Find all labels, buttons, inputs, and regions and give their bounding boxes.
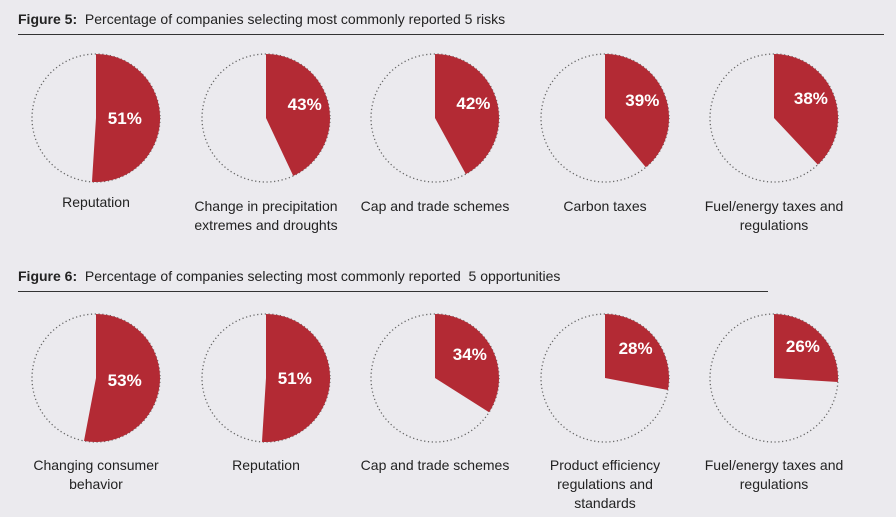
pie-slice [605, 54, 670, 168]
pie-slice [261, 314, 331, 442]
figure6-rule [18, 291, 768, 292]
figure5-title: Figure 5: Percentage of companies select… [18, 11, 505, 27]
pie-category-label: Product efficiency regulations and stand… [549, 457, 661, 511]
pie-slice [774, 314, 838, 383]
pie-value-label: 28% [618, 338, 653, 358]
pie-category-label: Carbon taxes [563, 198, 647, 214]
pie-slice [774, 54, 838, 165]
pie-slice [84, 314, 160, 442]
pie-category-label: Changing consumer behavior [33, 457, 159, 492]
pie-slice [435, 54, 499, 175]
pie-value-label: 53% [107, 370, 142, 390]
pie-category-label: Cap and trade schemes [360, 198, 510, 214]
figure5-title-text: Percentage of companies selecting most c… [84, 11, 506, 27]
pie-category-label: Fuel/energy taxes and regulations [704, 198, 844, 233]
pie-slice [605, 313, 670, 390]
pie-value-label: 51% [277, 368, 312, 388]
pie-value-label: 42% [456, 94, 491, 114]
pie-category-label: Reputation [62, 194, 130, 210]
pie-category-label: Reputation [232, 457, 300, 473]
figure5-rule [18, 34, 884, 35]
pie-category-label: Fuel/energy taxes and regulations [704, 457, 844, 492]
pie-slice [266, 53, 331, 176]
pie-value-label: 38% [793, 89, 828, 109]
pie-slice [91, 53, 161, 182]
pie-value-label: 51% [107, 108, 142, 128]
pie-value-label: 43% [287, 95, 322, 115]
pie-value-label: 34% [452, 344, 487, 364]
figure6-title: Figure 6: Percentage of companies select… [18, 268, 560, 284]
pie-value-label: 26% [785, 336, 820, 356]
pie-category-label: Cap and trade schemes [360, 457, 510, 473]
pie-slice [435, 314, 500, 413]
pie-value-label: 39% [625, 90, 660, 110]
figure5-label: Figure 5: [18, 11, 78, 27]
pie-category-label: Change in precipitation extremes and dro… [194, 198, 338, 233]
figure6-label: Figure 6: [18, 268, 78, 284]
figure6-title-text: Percentage of companies selecting most c… [84, 268, 561, 284]
